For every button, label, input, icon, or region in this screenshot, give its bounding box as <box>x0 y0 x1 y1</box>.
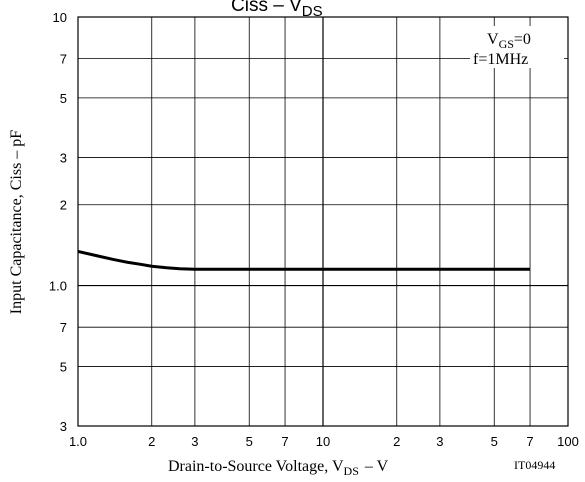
x-tick-label: 2 <box>148 434 155 449</box>
y-tick-label: 2 <box>60 198 67 213</box>
grid <box>78 17 568 426</box>
ciss-curve <box>77 249 531 271</box>
x-tick-label: 1.0 <box>69 434 87 449</box>
series-layer <box>77 249 531 271</box>
y-axis-label: Input Capacitance, Ciss – pF <box>8 130 25 315</box>
chart-title: Ciss – VDS <box>231 0 323 20</box>
x-tick-label: 3 <box>436 434 443 449</box>
plot-frame <box>77 16 569 427</box>
y-tick-labels: 3 5 7 1.0 2 3 5 7 10 <box>49 10 67 434</box>
y-tick-label: 3 <box>60 150 67 165</box>
y-tick-label: 3 <box>60 419 67 434</box>
x-axis-label: Drain-to-Source Voltage, VDS – V <box>168 458 389 477</box>
x-tick-label: 10 <box>316 434 330 449</box>
x-tick-labels: 1.0 2 3 5 7 10 2 3 5 7 100 <box>69 434 579 449</box>
figure-code: IT04944 <box>514 458 555 472</box>
x-tick-label: 5 <box>491 434 498 449</box>
x-tick-label: 7 <box>281 434 288 449</box>
conditions-annotation-background <box>470 26 564 68</box>
x-tick-label: 100 <box>557 434 579 449</box>
y-tick-label: 7 <box>60 320 67 335</box>
conditions-vgs: VGS=0 <box>487 31 531 51</box>
conditions-frequency: f=1MHz <box>473 51 528 68</box>
y-tick-label: 7 <box>60 52 67 67</box>
x-tick-label: 7 <box>526 434 533 449</box>
y-tick-label: 1.0 <box>49 279 67 294</box>
x-tick-label: 2 <box>393 434 400 449</box>
y-tick-label: 5 <box>60 91 67 106</box>
x-tick-label: 5 <box>246 434 253 449</box>
y-tick-label: 10 <box>53 10 67 25</box>
x-tick-label: 3 <box>191 434 198 449</box>
y-tick-label: 5 <box>60 359 67 374</box>
